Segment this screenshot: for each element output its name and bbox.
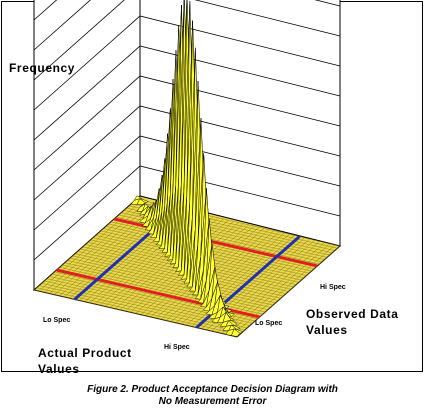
surface-plot bbox=[32, 0, 342, 338]
caption-line-1: Figure 2. Product Acceptance Decision Di… bbox=[87, 384, 338, 395]
wall-gridline bbox=[33, 45, 341, 141]
surface-mesh bbox=[130, 0, 244, 337]
surface-facet bbox=[231, 328, 241, 337]
wall-gridline bbox=[33, 105, 341, 201]
figure-caption: Figure 2. Product Acceptance Decision Di… bbox=[0, 384, 425, 408]
wall-gridline bbox=[33, 0, 341, 81]
wall-gridline bbox=[33, 0, 341, 51]
floor-gridline bbox=[38, 200, 143, 292]
y-tick-hi: Hi Spec bbox=[320, 284, 346, 291]
z-axis-label: Frequency bbox=[9, 61, 76, 75]
wall-gridline bbox=[33, 165, 341, 261]
floor-gridline bbox=[49, 202, 153, 294]
x-tick-hi: Hi Spec bbox=[164, 344, 190, 351]
floor-gridline bbox=[33, 198, 138, 291]
y-tick-lo: Lo Spec bbox=[255, 320, 283, 327]
wall-gridline bbox=[33, 75, 341, 171]
x-tick-lo: Lo Spec bbox=[43, 317, 71, 324]
surface-facet bbox=[136, 198, 146, 206]
caption-line-2: No Measurement Error bbox=[158, 396, 267, 407]
x-axis-label: Actual Product Values bbox=[38, 346, 132, 376]
wall-gridline bbox=[33, 15, 341, 111]
floor-gridline bbox=[44, 201, 148, 293]
wall-gridline bbox=[33, 135, 341, 231]
y-axis-label: Observed Data Values bbox=[306, 307, 399, 337]
floor-gridline bbox=[54, 203, 158, 295]
